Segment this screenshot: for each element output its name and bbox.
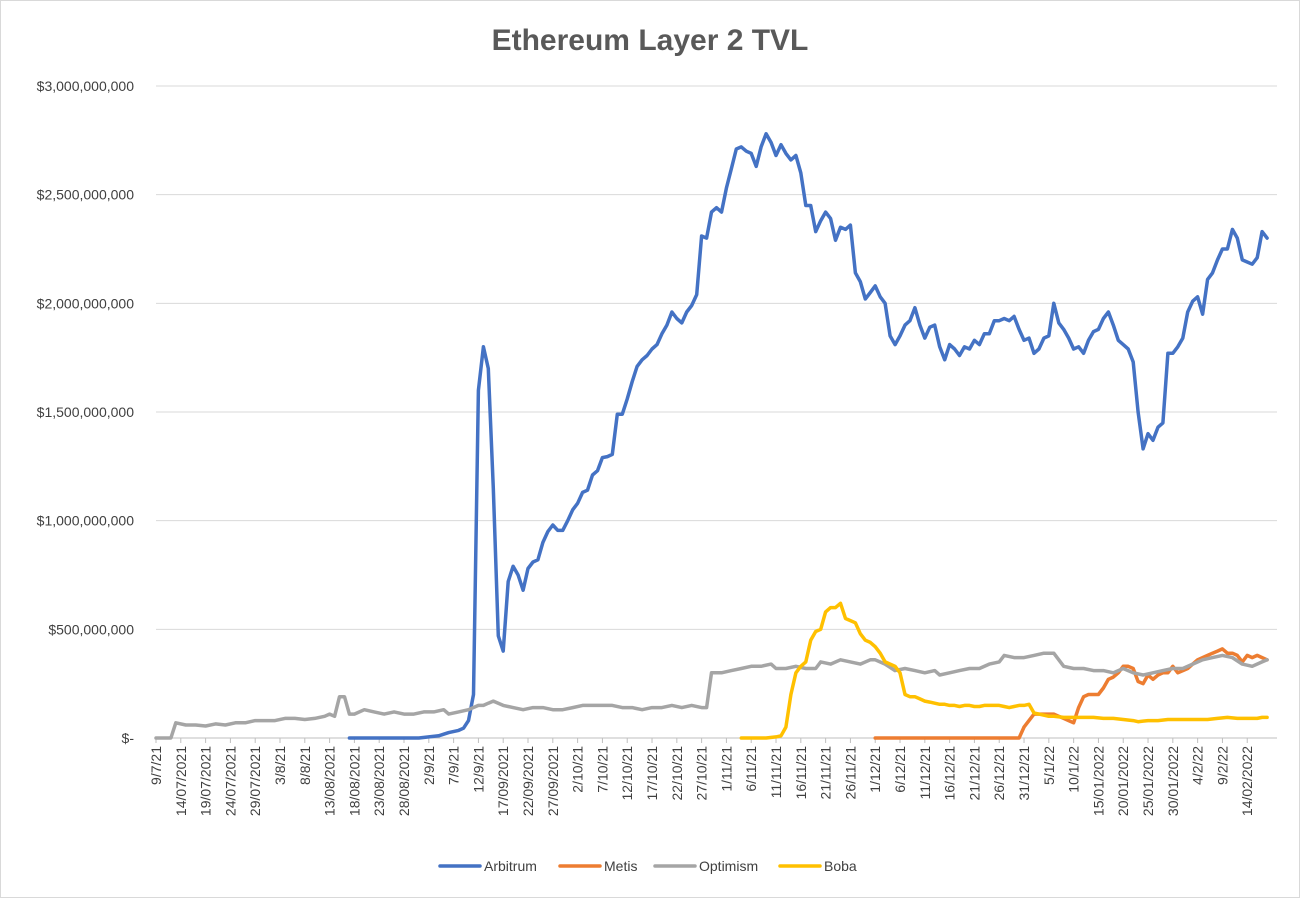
x-tick-label: 15/01/2022 bbox=[1090, 746, 1106, 816]
y-tick-label: $1,000,000,000 bbox=[37, 513, 135, 529]
legend-label: Optimism bbox=[699, 858, 758, 874]
x-tick-label: 21/12/21 bbox=[966, 746, 982, 801]
x-tick-label: 21/11/21 bbox=[818, 746, 834, 800]
legend-label: Arbitrum bbox=[484, 858, 537, 874]
x-tick-label: 9/2/22 bbox=[1214, 746, 1230, 785]
y-tick-label: $2,000,000,000 bbox=[37, 295, 135, 311]
x-tick-label: 5/1/22 bbox=[1041, 746, 1057, 785]
x-tick-label: 8/8/21 bbox=[297, 746, 313, 785]
x-tick-label: 10/1/22 bbox=[1066, 746, 1082, 793]
legend-item-optimism: Optimism bbox=[653, 858, 758, 874]
x-axis-ticks: 9/7/21 14/07/2021 19/07/2021 24/07/2021 29/0… bbox=[148, 738, 1255, 816]
x-tick-label: 12/9/21 bbox=[470, 746, 486, 793]
chart-title: Ethereum Layer 2 TVL bbox=[492, 24, 809, 57]
y-tick-label: $- bbox=[122, 730, 135, 746]
series-line-optimism bbox=[154, 651, 1269, 740]
x-tick-label: 14/07/2021 bbox=[173, 746, 189, 816]
legend: Arbitrum Metis Optimism Boba bbox=[438, 858, 857, 874]
x-tick-label: 9/7/21 bbox=[148, 746, 164, 785]
series-line-arbitrum bbox=[347, 132, 1269, 740]
x-tick-label: 27/09/2021 bbox=[545, 746, 561, 816]
x-tick-label: 30/01/2022 bbox=[1165, 746, 1181, 816]
x-tick-label: 16/11/21 bbox=[793, 746, 809, 800]
y-tick-label: $3,000,000,000 bbox=[37, 78, 135, 94]
y-tick-label: $500,000,000 bbox=[48, 621, 134, 637]
x-tick-label: 11/11/21 bbox=[768, 746, 784, 799]
x-tick-label: 19/07/2021 bbox=[198, 746, 214, 816]
x-tick-label: 6/12/21 bbox=[892, 746, 908, 793]
gridlines bbox=[156, 85, 1277, 739]
x-tick-label: 26/11/21 bbox=[842, 746, 858, 800]
x-tick-label: 25/01/2022 bbox=[1140, 746, 1156, 816]
x-tick-label: 22/10/21 bbox=[669, 746, 685, 801]
y-axis-ticks: $- $500,000,000 $1,000,000,000 $1,500,000,0… bbox=[37, 78, 135, 746]
x-tick-label: 27/10/21 bbox=[694, 746, 710, 801]
x-tick-label: 7/10/21 bbox=[594, 746, 610, 793]
x-tick-label: 7/9/21 bbox=[446, 746, 462, 785]
x-tick-label: 16/12/21 bbox=[942, 746, 958, 801]
x-tick-label: 31/12/21 bbox=[1016, 746, 1032, 801]
series-lines bbox=[154, 132, 1269, 740]
x-tick-label: 3/8/21 bbox=[272, 746, 288, 785]
x-tick-label: 12/10/21 bbox=[619, 746, 635, 801]
x-tick-label: 1/11/21 bbox=[718, 746, 734, 792]
legend-item-metis: Metis bbox=[558, 858, 637, 874]
legend-label: Boba bbox=[824, 858, 857, 874]
x-tick-label: 26/12/21 bbox=[991, 746, 1007, 801]
x-tick-label: 1/12/21 bbox=[867, 746, 883, 793]
legend-item-arbitrum: Arbitrum bbox=[438, 858, 537, 874]
series-line-boba bbox=[739, 601, 1269, 740]
x-tick-label: 13/08/2021 bbox=[322, 746, 338, 816]
x-tick-label: 22/09/2021 bbox=[520, 746, 536, 816]
x-tick-label: 14/02/2022 bbox=[1239, 746, 1255, 816]
x-tick-label: 4/2/22 bbox=[1190, 746, 1206, 785]
x-tick-label: 24/07/2021 bbox=[222, 746, 238, 816]
y-tick-label: $1,500,000,000 bbox=[37, 404, 135, 420]
x-tick-label: 18/08/2021 bbox=[346, 746, 362, 816]
x-tick-label: 20/01/2022 bbox=[1115, 746, 1131, 816]
x-tick-label: 17/09/2021 bbox=[495, 746, 511, 816]
legend-item-boba: Boba bbox=[778, 858, 857, 874]
y-tick-label: $2,500,000,000 bbox=[37, 187, 135, 203]
x-tick-label: 11/12/21 bbox=[917, 746, 933, 800]
x-tick-label: 6/11/21 bbox=[743, 746, 759, 792]
x-tick-label: 17/10/21 bbox=[644, 746, 660, 801]
x-tick-label: 2/10/21 bbox=[570, 746, 586, 793]
x-tick-label: 28/08/2021 bbox=[396, 746, 412, 816]
legend-label: Metis bbox=[604, 858, 637, 874]
x-tick-label: 2/9/21 bbox=[421, 746, 437, 785]
x-tick-label: 29/07/2021 bbox=[247, 746, 263, 816]
x-tick-label: 23/08/2021 bbox=[371, 746, 387, 816]
